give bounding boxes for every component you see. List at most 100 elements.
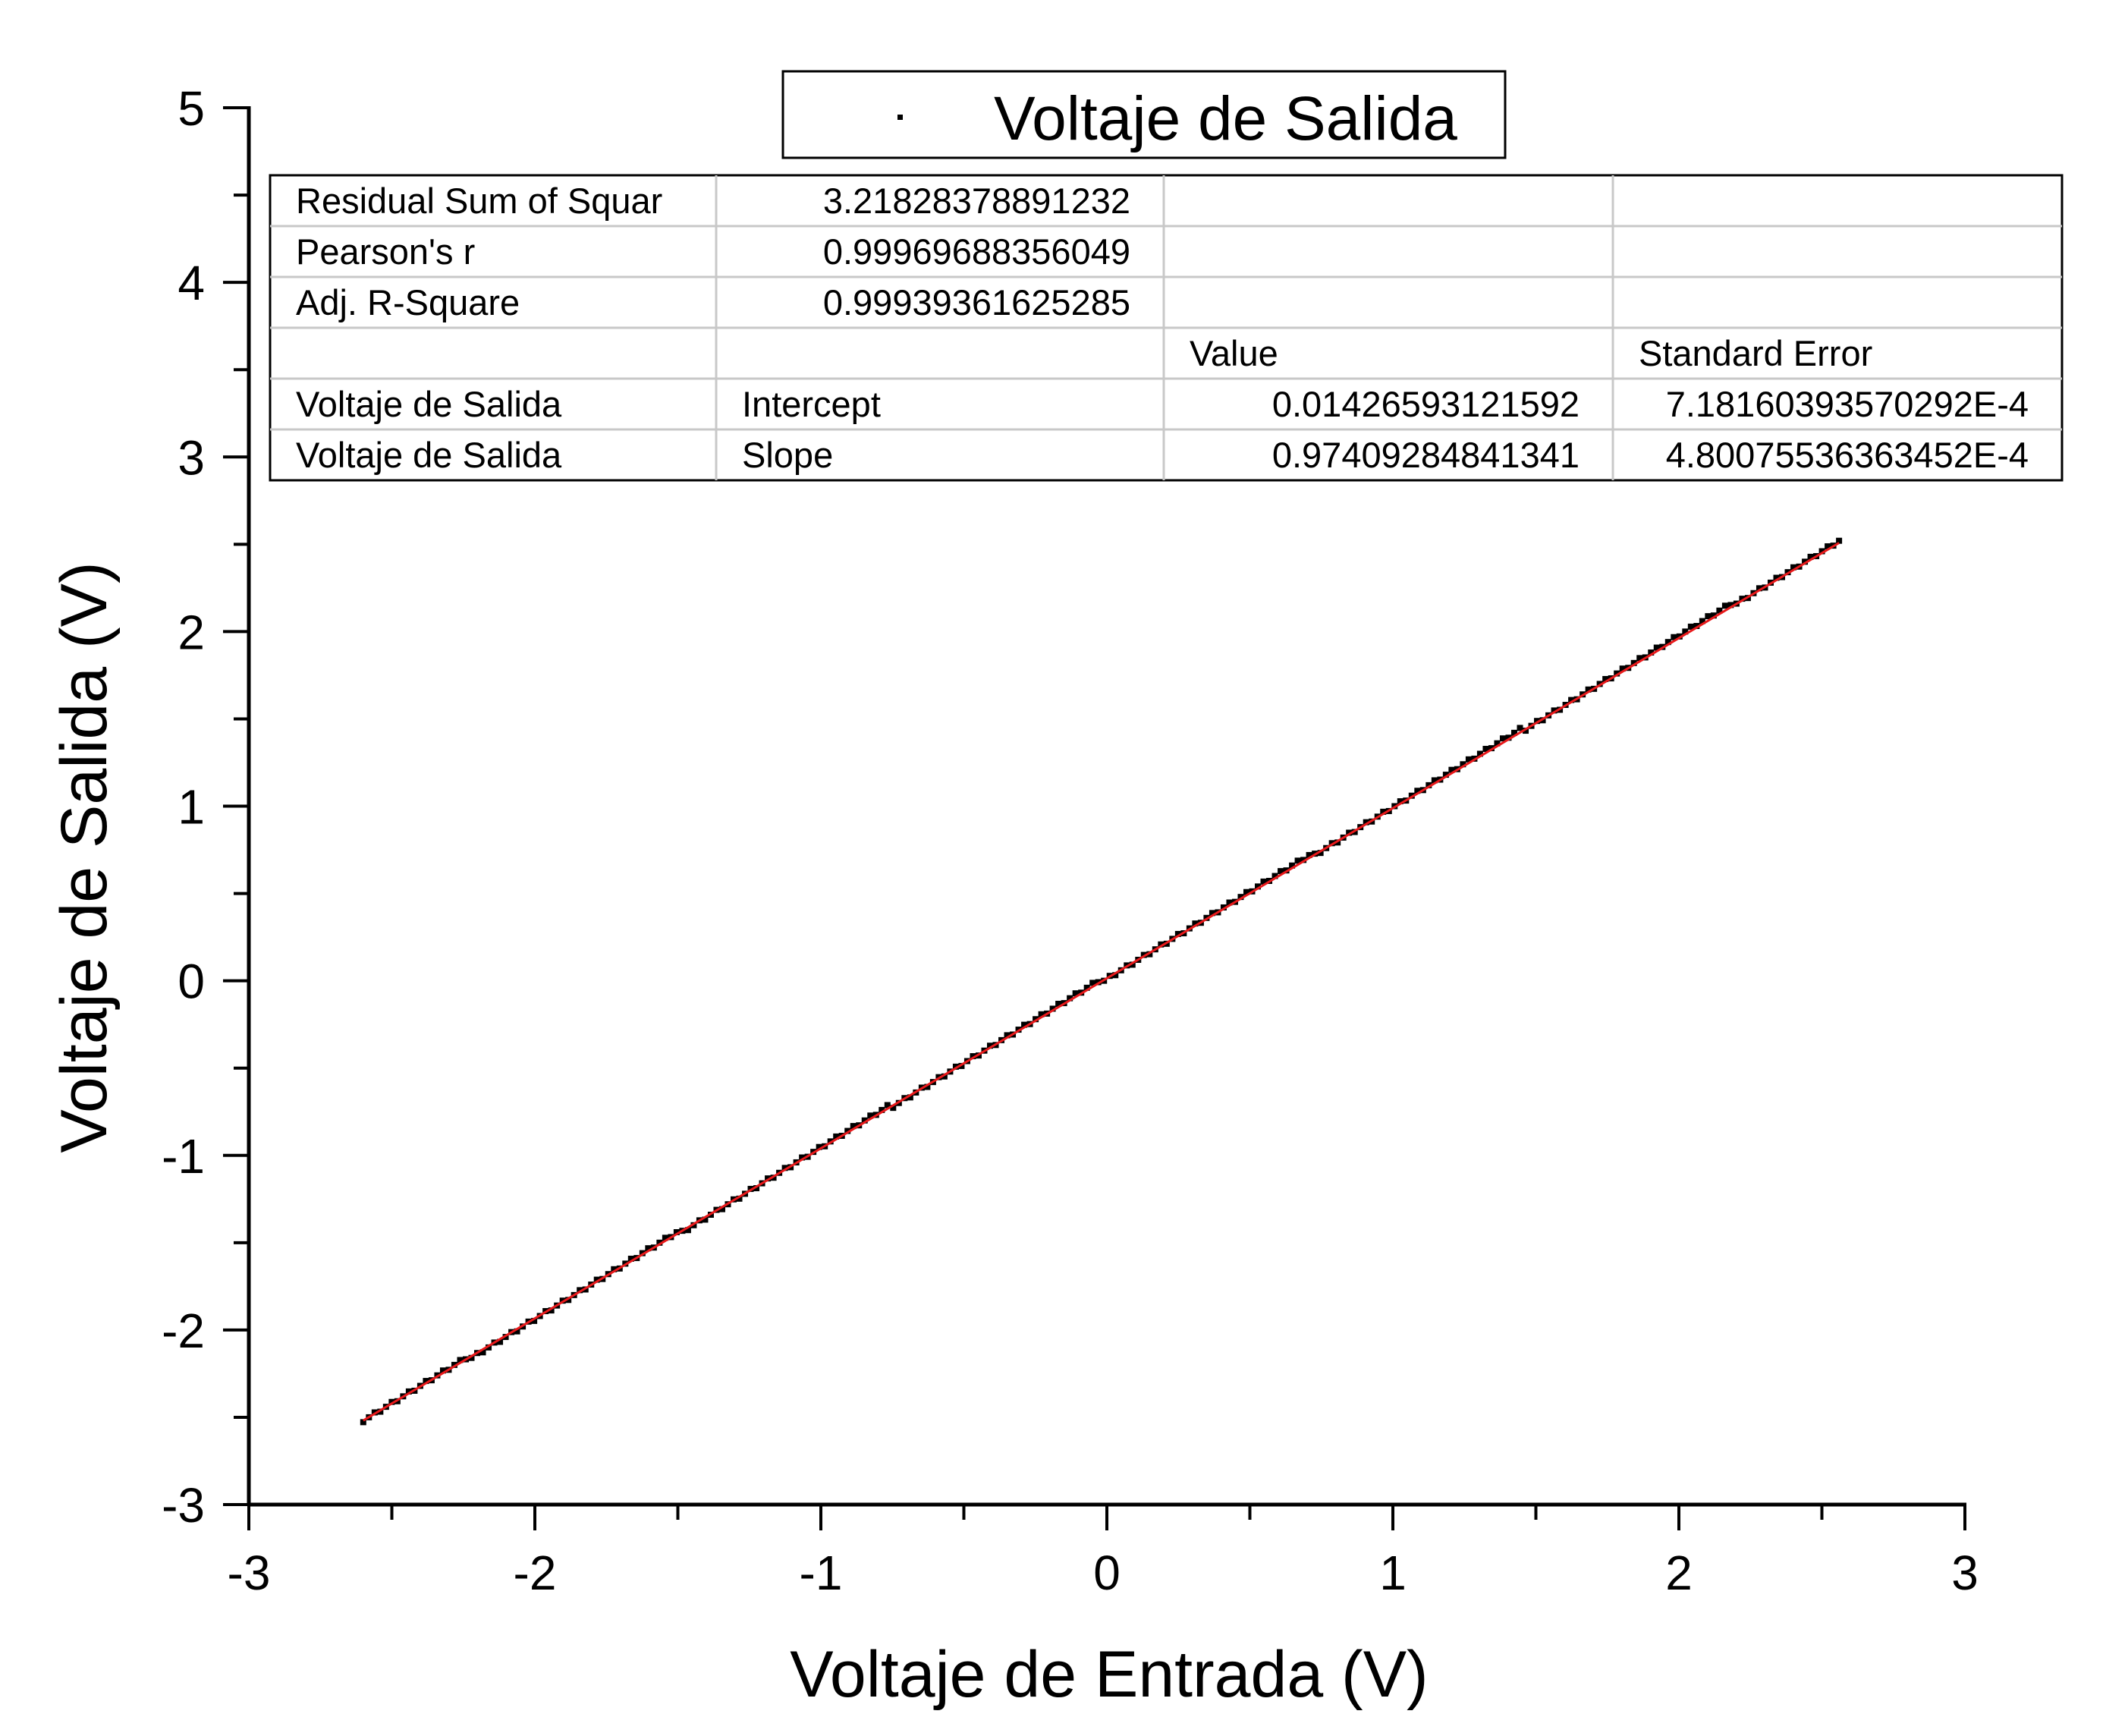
data-point [736, 1195, 743, 1202]
data-point [890, 1105, 897, 1112]
table-cell: Voltaje de Salida [296, 435, 562, 475]
data-point [486, 1344, 492, 1351]
data-point [1648, 649, 1655, 656]
table-cell: Pearson's r [296, 231, 475, 272]
data-point [1460, 761, 1466, 768]
data-point [1568, 697, 1575, 703]
data-point [1653, 644, 1660, 651]
data-point [1630, 659, 1637, 666]
x-tick-label: 1 [1379, 1546, 1407, 1600]
y-tick-label: 1 [178, 780, 205, 835]
data-point [799, 1154, 806, 1161]
data-point [1192, 920, 1199, 927]
data-point [1049, 1005, 1056, 1012]
data-point [388, 1398, 395, 1405]
data-point [1682, 628, 1689, 635]
data-point [1089, 980, 1096, 986]
data-point [1499, 735, 1506, 742]
data-point [702, 1216, 709, 1223]
y-axis-title: Voltaje de Salida (V) [48, 561, 121, 1153]
data-point [884, 1102, 891, 1109]
data-point [1465, 756, 1472, 763]
data-point [514, 1328, 520, 1335]
legend-label: Voltaje de Salida [994, 84, 1457, 153]
data-point [1476, 750, 1483, 757]
data-point [1488, 745, 1495, 752]
data-point [970, 1053, 976, 1060]
data-point [360, 1419, 366, 1426]
data-point [1300, 857, 1307, 863]
data-point [656, 1239, 663, 1246]
y-tick-label: 5 [178, 81, 205, 136]
data-point [1033, 1016, 1039, 1023]
x-tick-label: -1 [800, 1546, 843, 1600]
data-point [377, 1408, 384, 1415]
data-point [1619, 665, 1626, 672]
data-point [593, 1276, 600, 1283]
data-point [907, 1094, 913, 1101]
data-point [1380, 808, 1387, 815]
data-point [1317, 850, 1324, 857]
data-point [1334, 839, 1341, 846]
data-point [1346, 829, 1353, 836]
data-point [1146, 951, 1153, 958]
data-point [1442, 772, 1449, 778]
data-point [531, 1317, 538, 1324]
table-cell: Voltaje de Salida [296, 384, 562, 424]
data-point [1671, 634, 1677, 640]
data-point [457, 1357, 464, 1363]
data-point [986, 1043, 993, 1049]
data-point [1431, 777, 1438, 784]
data-point [1693, 623, 1700, 630]
data-point [1807, 553, 1814, 560]
data-point [1083, 984, 1090, 991]
x-tick-label: -3 [228, 1546, 271, 1600]
data-point [1505, 734, 1512, 741]
data-point [1602, 675, 1609, 682]
data-point [497, 1338, 504, 1345]
table-cell: Adj. R-Square [296, 282, 520, 322]
data-point [1278, 868, 1284, 875]
data-point [451, 1361, 457, 1368]
table-cell: Intercept [742, 384, 881, 424]
data-point [627, 1255, 634, 1262]
data-point [1397, 798, 1403, 805]
y-tick-label: 3 [178, 430, 205, 485]
x-axis-title: Voltaje de Entrada (V) [790, 1638, 1428, 1711]
y-tick-label: 0 [178, 954, 205, 1009]
data-point [1727, 602, 1734, 609]
data-point [1836, 537, 1843, 544]
data-point [879, 1106, 885, 1113]
data-point [1220, 904, 1227, 910]
data-point [548, 1307, 555, 1314]
data-point [1414, 788, 1421, 794]
data-point [1494, 740, 1501, 747]
data-point [1534, 718, 1541, 725]
data-point [1721, 602, 1728, 609]
data-point [1158, 941, 1165, 948]
data-point [1072, 990, 1079, 997]
data-point [577, 1287, 583, 1294]
table-cell: 0.97409284841341 [1272, 435, 1580, 475]
data-point [468, 1354, 475, 1361]
data-point [1425, 782, 1432, 788]
data-point [1038, 1011, 1045, 1017]
data-point [850, 1123, 857, 1130]
data-point [1664, 639, 1671, 646]
y-tick-label: -2 [162, 1304, 205, 1358]
data-point [1687, 623, 1694, 630]
data-point [1289, 862, 1296, 869]
data-point [1482, 746, 1489, 753]
data-point [684, 1227, 691, 1234]
axes: -3 -2 -1 0 1 2 3 -3 -2 -1 0 1 2 3 4 5 [162, 81, 1979, 1600]
data-point [861, 1117, 868, 1124]
data-point [611, 1266, 618, 1272]
table-cell: 7.18160393570292E-4 [1666, 384, 2029, 424]
data-point [1174, 930, 1181, 937]
x-tick-label: -2 [514, 1546, 557, 1600]
data-point [1021, 1021, 1028, 1028]
data-point [1773, 574, 1780, 581]
data-point [1636, 655, 1643, 662]
data-point [1255, 883, 1262, 890]
table-cell: Slope [742, 435, 833, 475]
